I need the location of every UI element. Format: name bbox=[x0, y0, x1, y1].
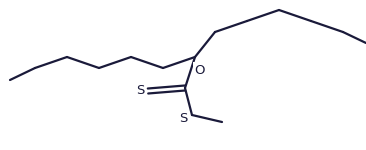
Text: S: S bbox=[179, 111, 187, 124]
Text: S: S bbox=[136, 84, 144, 96]
Text: O: O bbox=[195, 63, 205, 76]
